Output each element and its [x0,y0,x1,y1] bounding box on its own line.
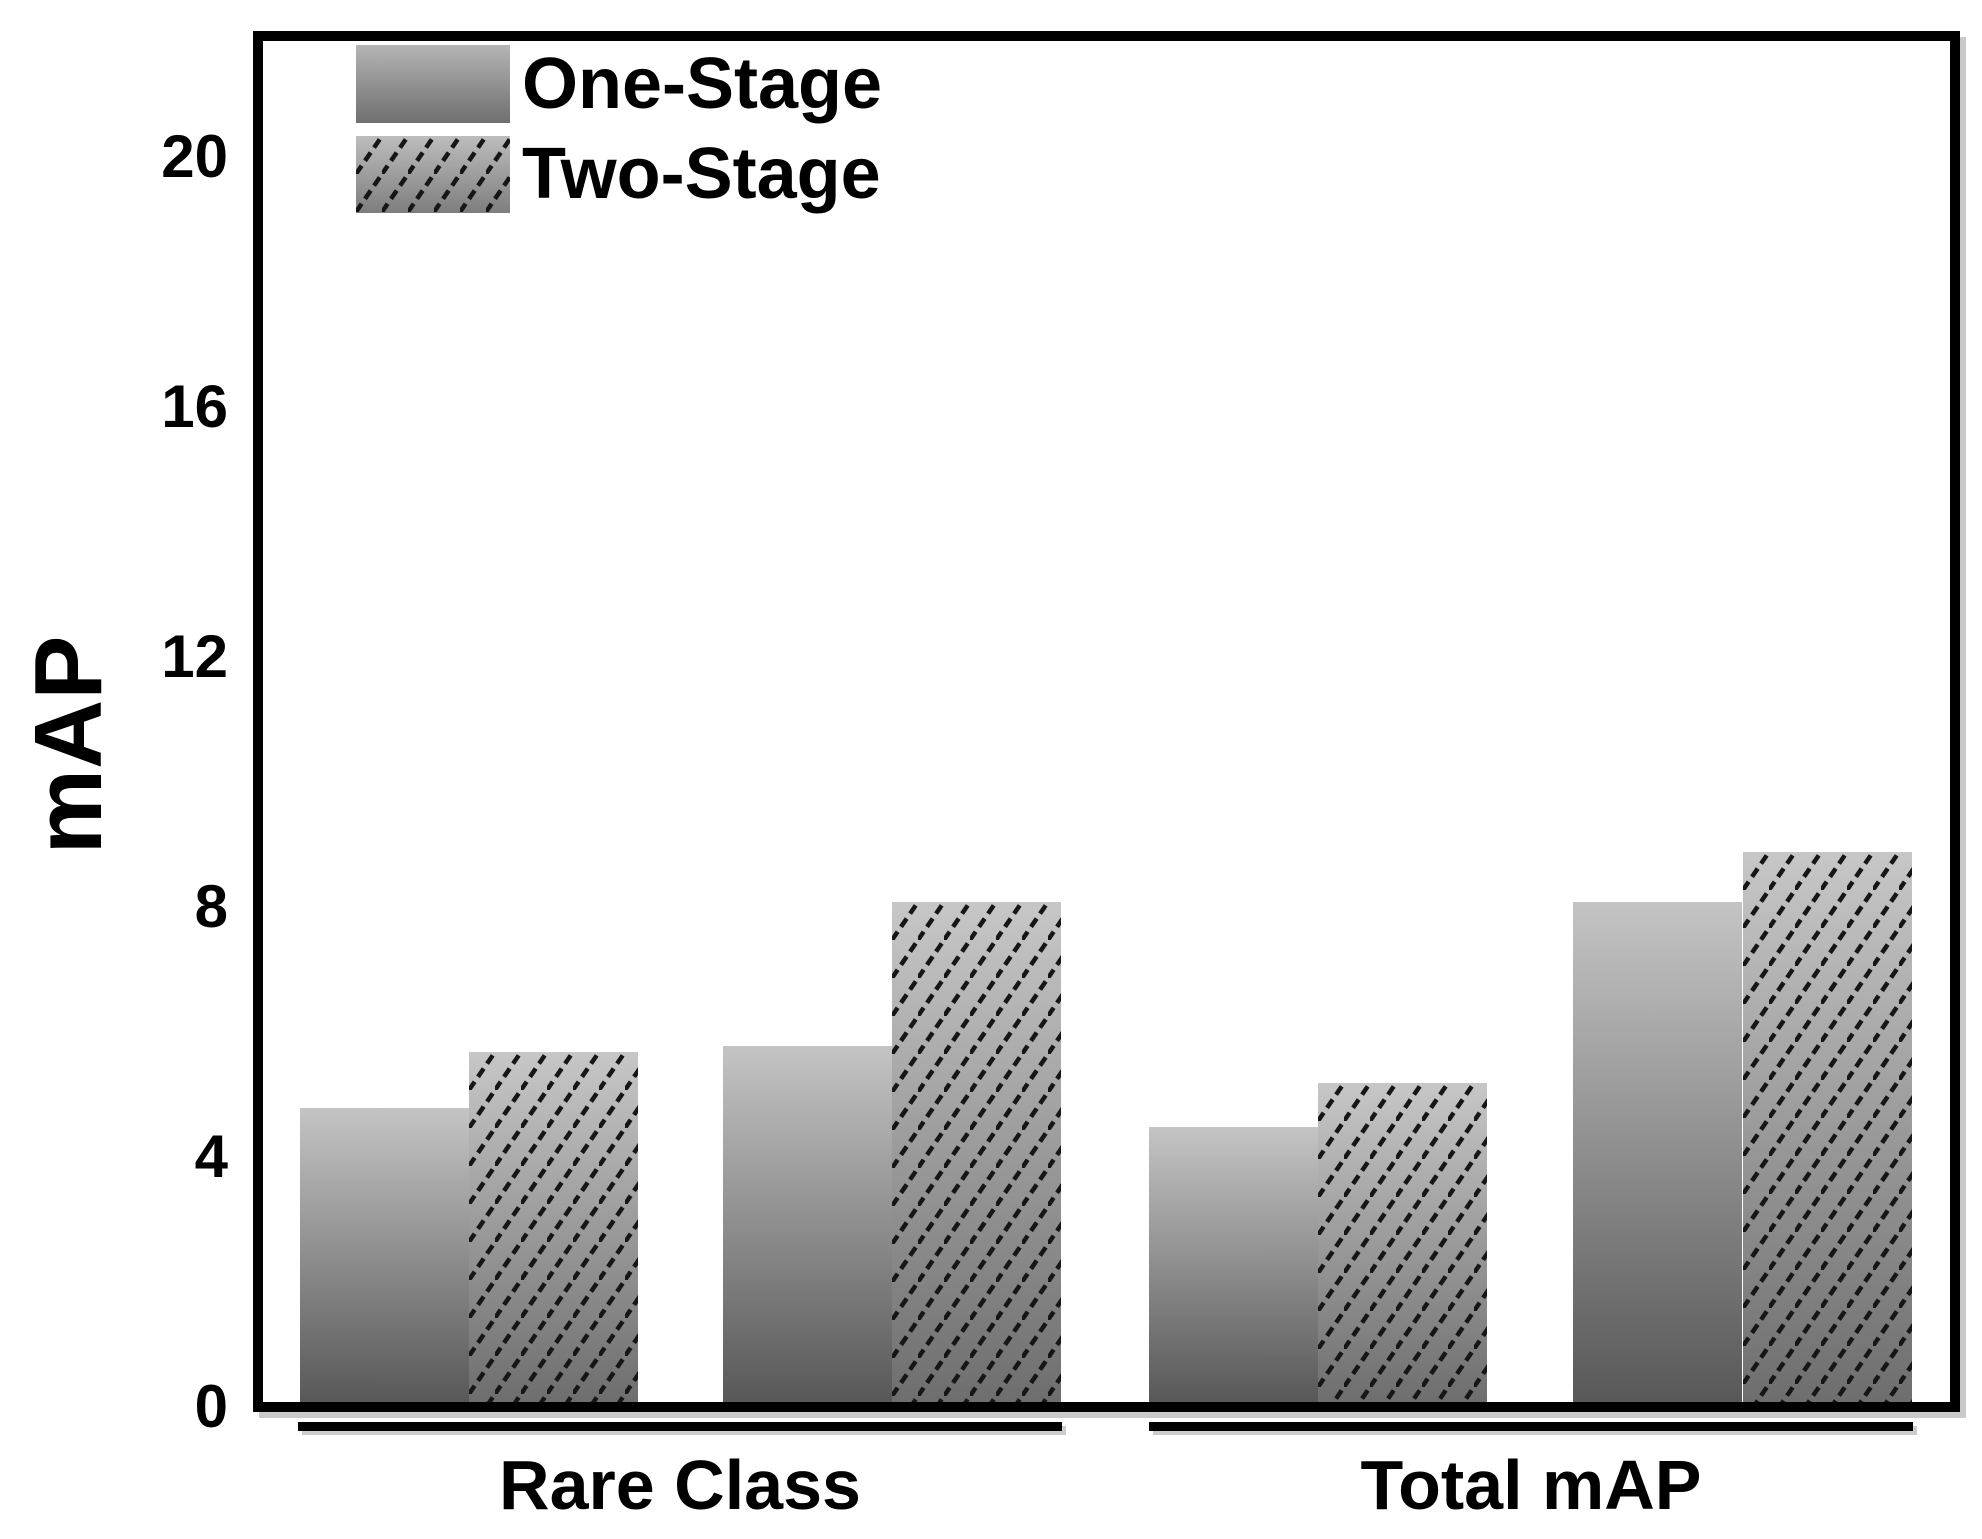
bar-rare-class-one-stage-1 [300,1108,469,1402]
bar-total-map-two-stage-1 [1318,1083,1487,1402]
y-tick-label-0: 0 [194,1373,228,1440]
bar-rare-class-one-stage-2 [723,1046,892,1402]
bar-total-map-one-stage-2 [1573,902,1742,1402]
hatch-pattern [1743,852,1912,1402]
hatch-pattern [892,902,1061,1402]
bar-rare-class-two-stage-2 [892,902,1061,1402]
y-tick-label-4: 4 [194,1123,228,1190]
bar-total-map-one-stage-1 [1149,1127,1318,1402]
legend-label-two-stage: Two-Stage [522,134,881,214]
legend-swatch-one-stage [356,45,510,123]
y-tick-label-20: 20 [161,123,228,190]
bar-rare-class-two-stage-1 [469,1052,638,1402]
hatch-pattern [1318,1083,1487,1402]
legend-label-one-stage: One-Stage [522,44,883,124]
y-tick-label-12: 12 [161,623,228,690]
y-tick-label-16: 16 [161,373,228,440]
bars-layer [263,41,1950,1402]
category-label-total-map: Total mAP [1360,1446,1702,1524]
legend-swatch-two-stage [356,136,510,213]
y-axis-title: mAP [15,635,122,855]
bar-total-map-two-stage-2 [1743,852,1912,1402]
category-underline-total-map [1149,1422,1913,1431]
category-underline-rare-class [298,1422,1062,1431]
hatch-pattern [469,1052,638,1402]
category-label-rare-class: Rare Class [499,1446,861,1524]
y-tick-label-8: 8 [194,873,228,940]
hatch-pattern [356,136,510,213]
